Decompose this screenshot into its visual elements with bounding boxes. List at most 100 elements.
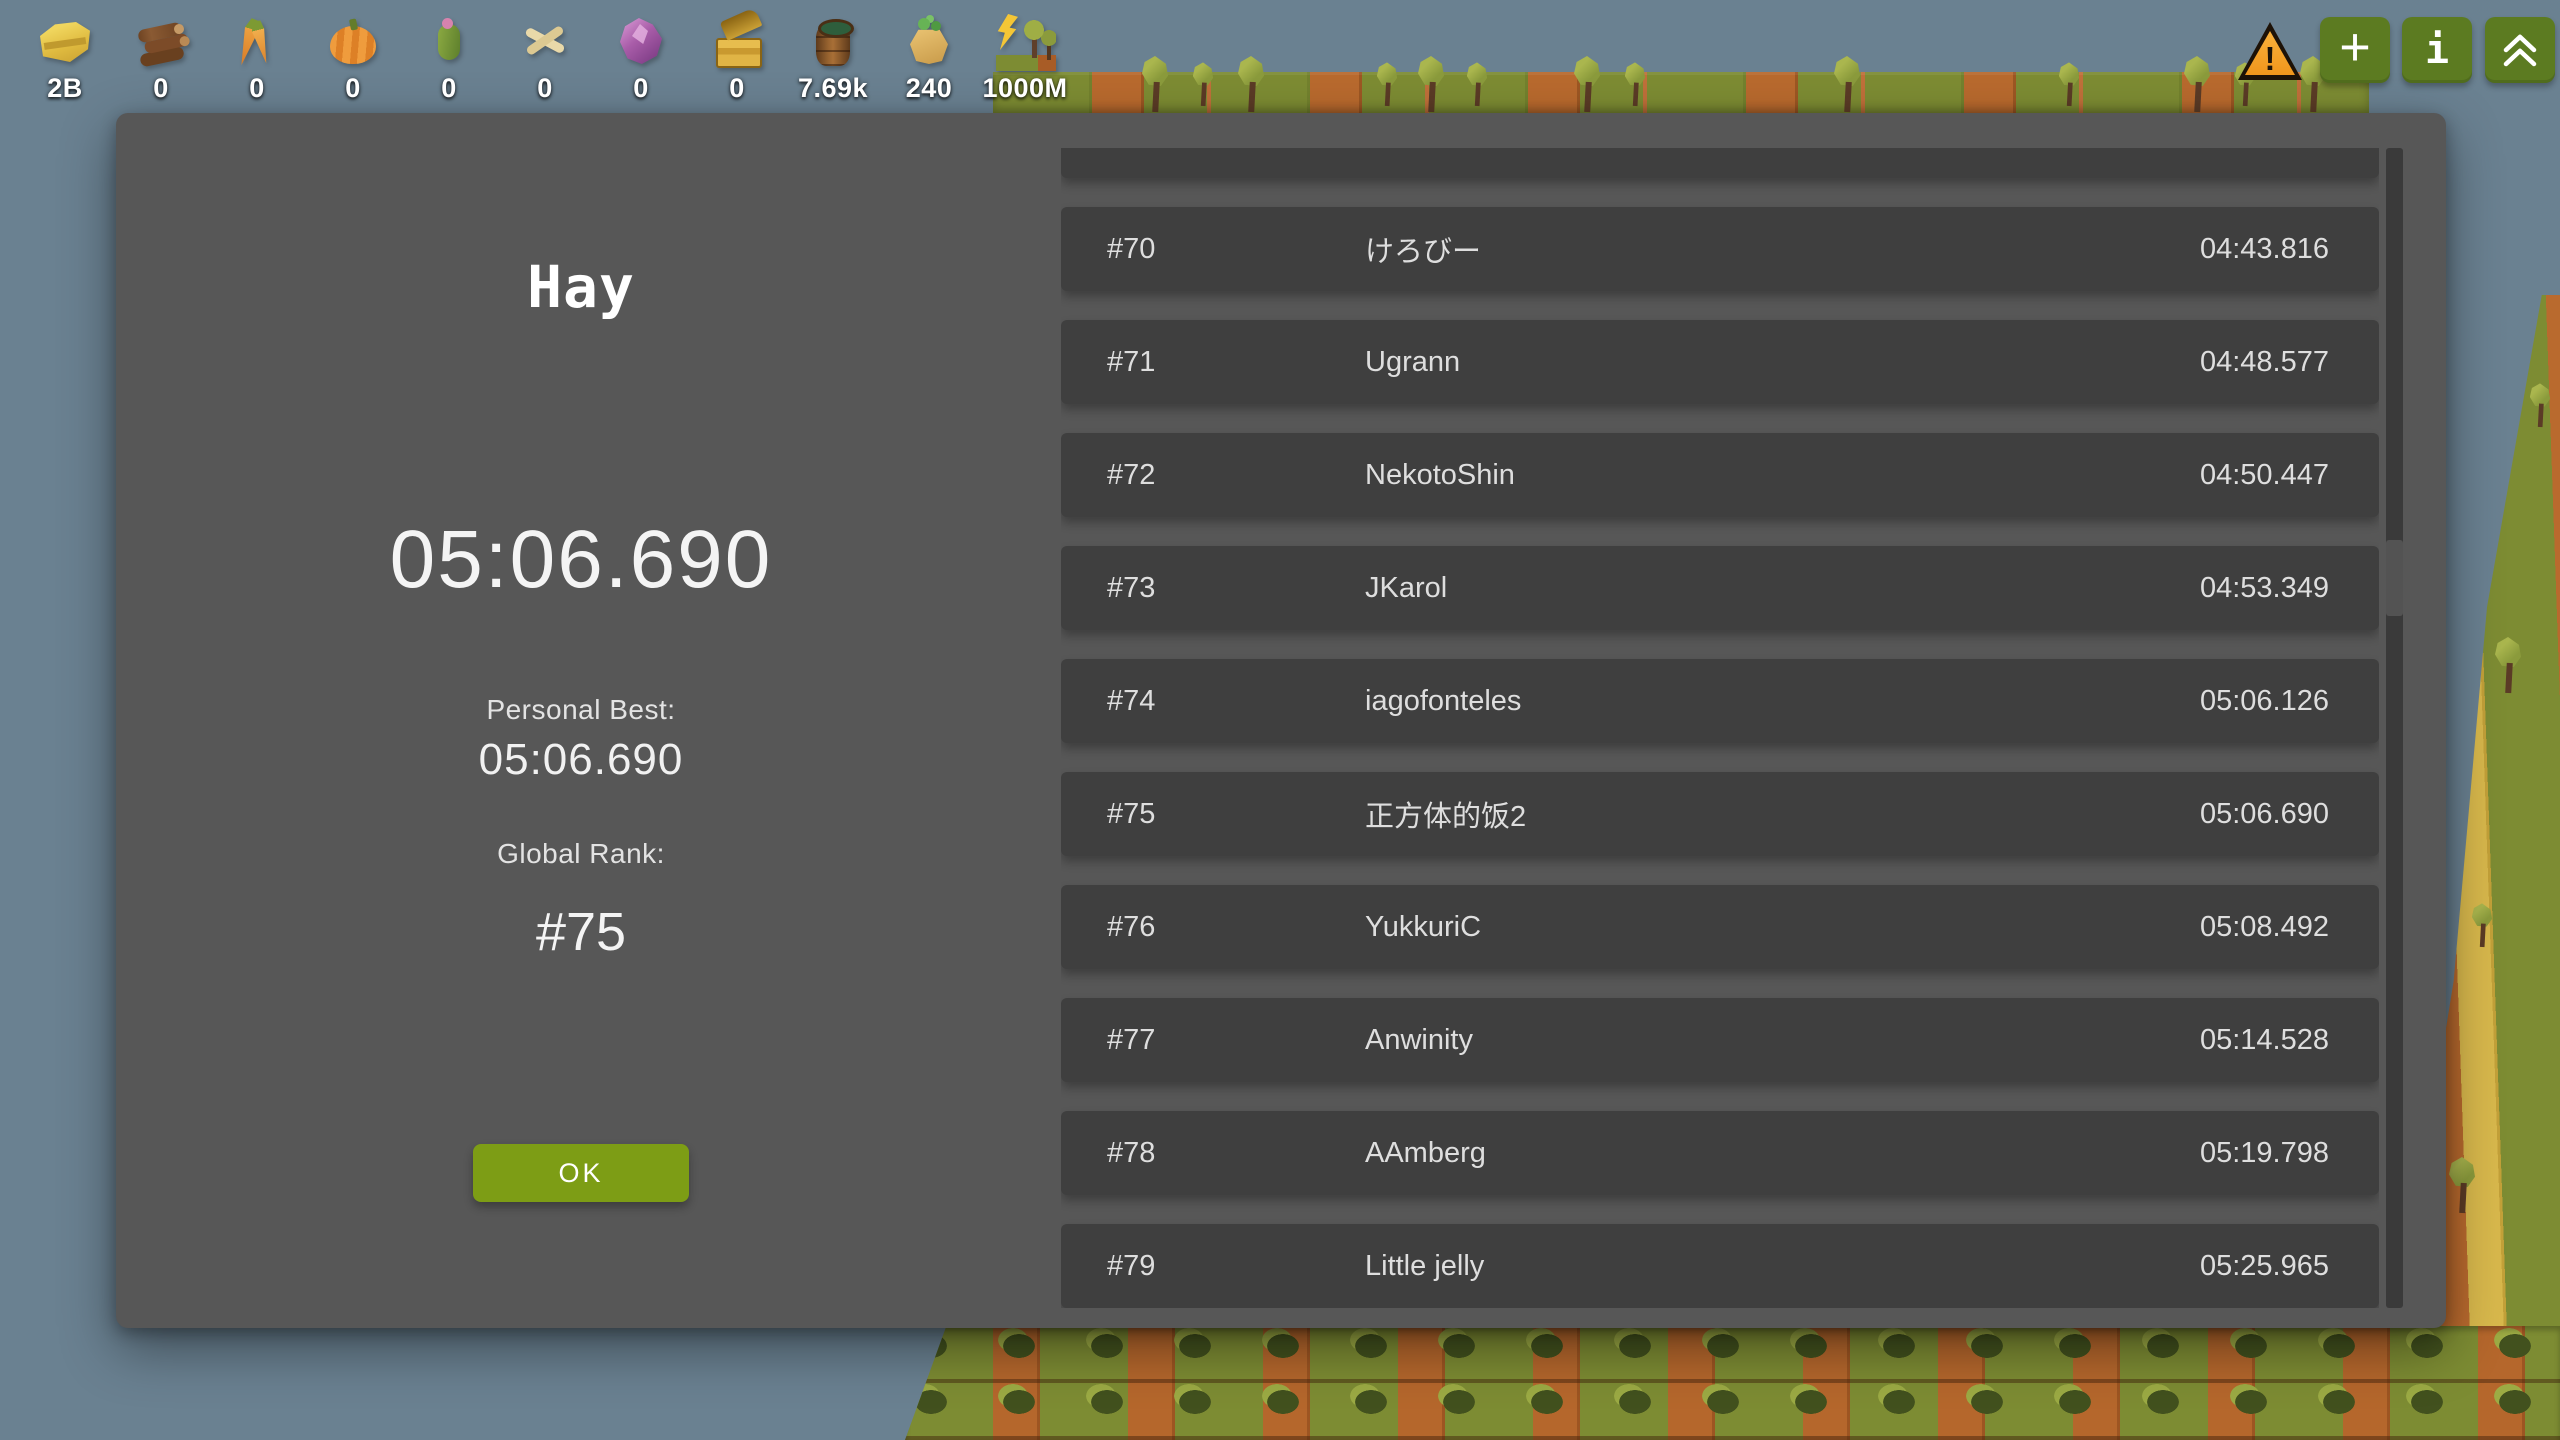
player-name: NekotoShin <box>1365 458 1515 491</box>
resource-count: 7.69k <box>797 73 869 103</box>
rank-label: #74 <box>1107 684 1156 717</box>
resource-count: 0 <box>345 73 361 103</box>
resource-seed-pouch: 240 <box>881 10 977 104</box>
leaderboard-row: #78 AAmberg 05:19.798 <box>1061 1111 2379 1195</box>
dialog-title: Hay <box>527 253 635 321</box>
resource-carrots: 0 <box>209 10 305 104</box>
player-name: Anwinity <box>1365 1023 1473 1056</box>
tree <box>1417 56 1445 114</box>
tree <box>2183 56 2211 114</box>
personal-best-time: 05:06.690 <box>478 735 684 784</box>
leaderboard-row: #73 JKarol 04:53.349 <box>1061 546 2379 630</box>
leaderboard-scrollbar-thumb[interactable] <box>2386 540 2403 616</box>
player-name: AAmberg <box>1365 1136 1486 1169</box>
leaderboard-row: #72 NekotoShin 04:50.447 <box>1061 433 2379 517</box>
tree <box>1833 56 1861 114</box>
resource-chest: 0 <box>689 10 785 104</box>
rank-label: #78 <box>1107 1136 1156 1169</box>
tree <box>1573 56 1601 114</box>
bones-icon <box>514 10 576 72</box>
global-rank-label: Global Rank: <box>497 838 665 869</box>
tree <box>1376 62 1398 107</box>
player-name: iagofonteles <box>1365 684 1522 717</box>
rank-label: #77 <box>1107 1023 1156 1056</box>
player-name: YukkuriC <box>1365 910 1482 943</box>
player-name: Ugrann <box>1365 345 1461 378</box>
run-time: 04:43.816 <box>2199 232 2329 265</box>
carrots-icon <box>226 10 288 72</box>
pumpkin-icon <box>322 10 384 72</box>
farm-terrain-bottom <box>905 1326 2560 1440</box>
amethyst-icon <box>610 10 672 72</box>
run-time: 05:06.126 <box>2199 684 2329 717</box>
global-rank-value: #75 <box>535 902 627 962</box>
resource-cactus: 0 <box>401 10 497 104</box>
resource-count: 240 <box>905 73 953 103</box>
resource-barrel: 7.69k <box>785 10 881 104</box>
rank-label: #73 <box>1107 571 1156 604</box>
tree <box>1466 62 1488 107</box>
resource-count: 0 <box>249 73 265 103</box>
barrel-icon <box>802 10 864 72</box>
resource-amethyst: 0 <box>593 10 689 104</box>
resource-wood: 0 <box>113 10 209 104</box>
rank-label: #79 <box>1107 1249 1156 1282</box>
warning-triangle-icon[interactable]: ! <box>2238 22 2302 80</box>
rank-label: #75 <box>1107 797 1156 830</box>
resource-hay: 2B <box>17 10 113 104</box>
chest-icon <box>706 10 768 72</box>
resource-count: 0 <box>537 73 553 103</box>
leaderboard-scroll-area[interactable]: #70 けろびー 04:43.816 #71 Ugrann 04:48.577 … <box>1061 148 2379 1308</box>
add-button[interactable]: + <box>2320 17 2390 83</box>
tree <box>2494 637 2522 695</box>
leaderboard-row: #77 Anwinity 05:14.528 <box>1061 998 2379 1082</box>
player-name: JKarol <box>1365 571 1448 604</box>
info-button[interactable]: i <box>2402 17 2472 83</box>
resource-count: 2B <box>47 73 83 103</box>
personal-best-label: Personal Best: <box>486 694 676 725</box>
leaderboard-row: #75 正方体的饭2 05:06.690 <box>1061 772 2379 856</box>
run-time: 04:50.447 <box>2199 458 2329 491</box>
tree <box>2529 383 2551 428</box>
tree <box>2058 62 2080 107</box>
run-time: 05:19.798 <box>2199 1136 2329 1169</box>
run-time: 05:14.528 <box>2199 1023 2329 1056</box>
collapse-button[interactable] <box>2485 17 2555 83</box>
leaderboard-row: #74 iagofonteles 05:06.126 <box>1061 659 2379 743</box>
run-time: 04:48.577 <box>2199 345 2329 378</box>
leaderboard-row: #79 Little jelly 05:25.965 <box>1061 1224 2379 1308</box>
resource-bar: 2B 0 0 0 0 0 0 0 7.69k 240 <box>17 10 1073 104</box>
run-time: 05:25.965 <box>2199 1249 2329 1282</box>
leaderboard-row-partial <box>1061 148 2379 178</box>
tree <box>1237 56 1265 114</box>
leaderboard-row: #76 YukkuriC 05:08.492 <box>1061 885 2379 969</box>
leaderboard-row: #71 Ugrann 04:48.577 <box>1061 320 2379 404</box>
chevron-double-up-icon <box>2499 29 2541 71</box>
tree <box>2448 1157 2476 1215</box>
ok-button[interactable]: OK <box>473 1144 689 1202</box>
warning-exclamation: ! <box>2264 40 2276 77</box>
player-name: Little jelly <box>1365 1249 1485 1282</box>
player-name: けろびー <box>1365 236 1482 268</box>
seed-pouch-icon <box>898 10 960 72</box>
trees-icon <box>994 10 1056 72</box>
run-time: 05:06.690 <box>2199 797 2329 830</box>
resource-count: 0 <box>153 73 169 103</box>
resource-pumpkin: 0 <box>305 10 401 104</box>
rank-label: #76 <box>1107 910 1156 943</box>
rank-label: #70 <box>1107 232 1156 265</box>
leaderboard-scrollbar-track[interactable] <box>2386 148 2403 1308</box>
tree <box>1141 56 1169 114</box>
player-name: 正方体的饭2 <box>1365 801 1527 833</box>
resource-count: 1000M <box>982 73 1068 103</box>
leaderboard-row: #70 けろびー 04:43.816 <box>1061 207 2379 291</box>
tree <box>1624 62 1646 107</box>
tree <box>2471 903 2493 948</box>
resource-count: 0 <box>441 73 457 103</box>
tree <box>1192 62 1214 107</box>
final-time: 05:06.690 <box>389 514 773 605</box>
resource-bones: 0 <box>497 10 593 104</box>
run-time: 05:08.492 <box>2199 910 2329 943</box>
wood-icon <box>130 10 192 72</box>
resource-trees: 1000M <box>977 10 1073 104</box>
